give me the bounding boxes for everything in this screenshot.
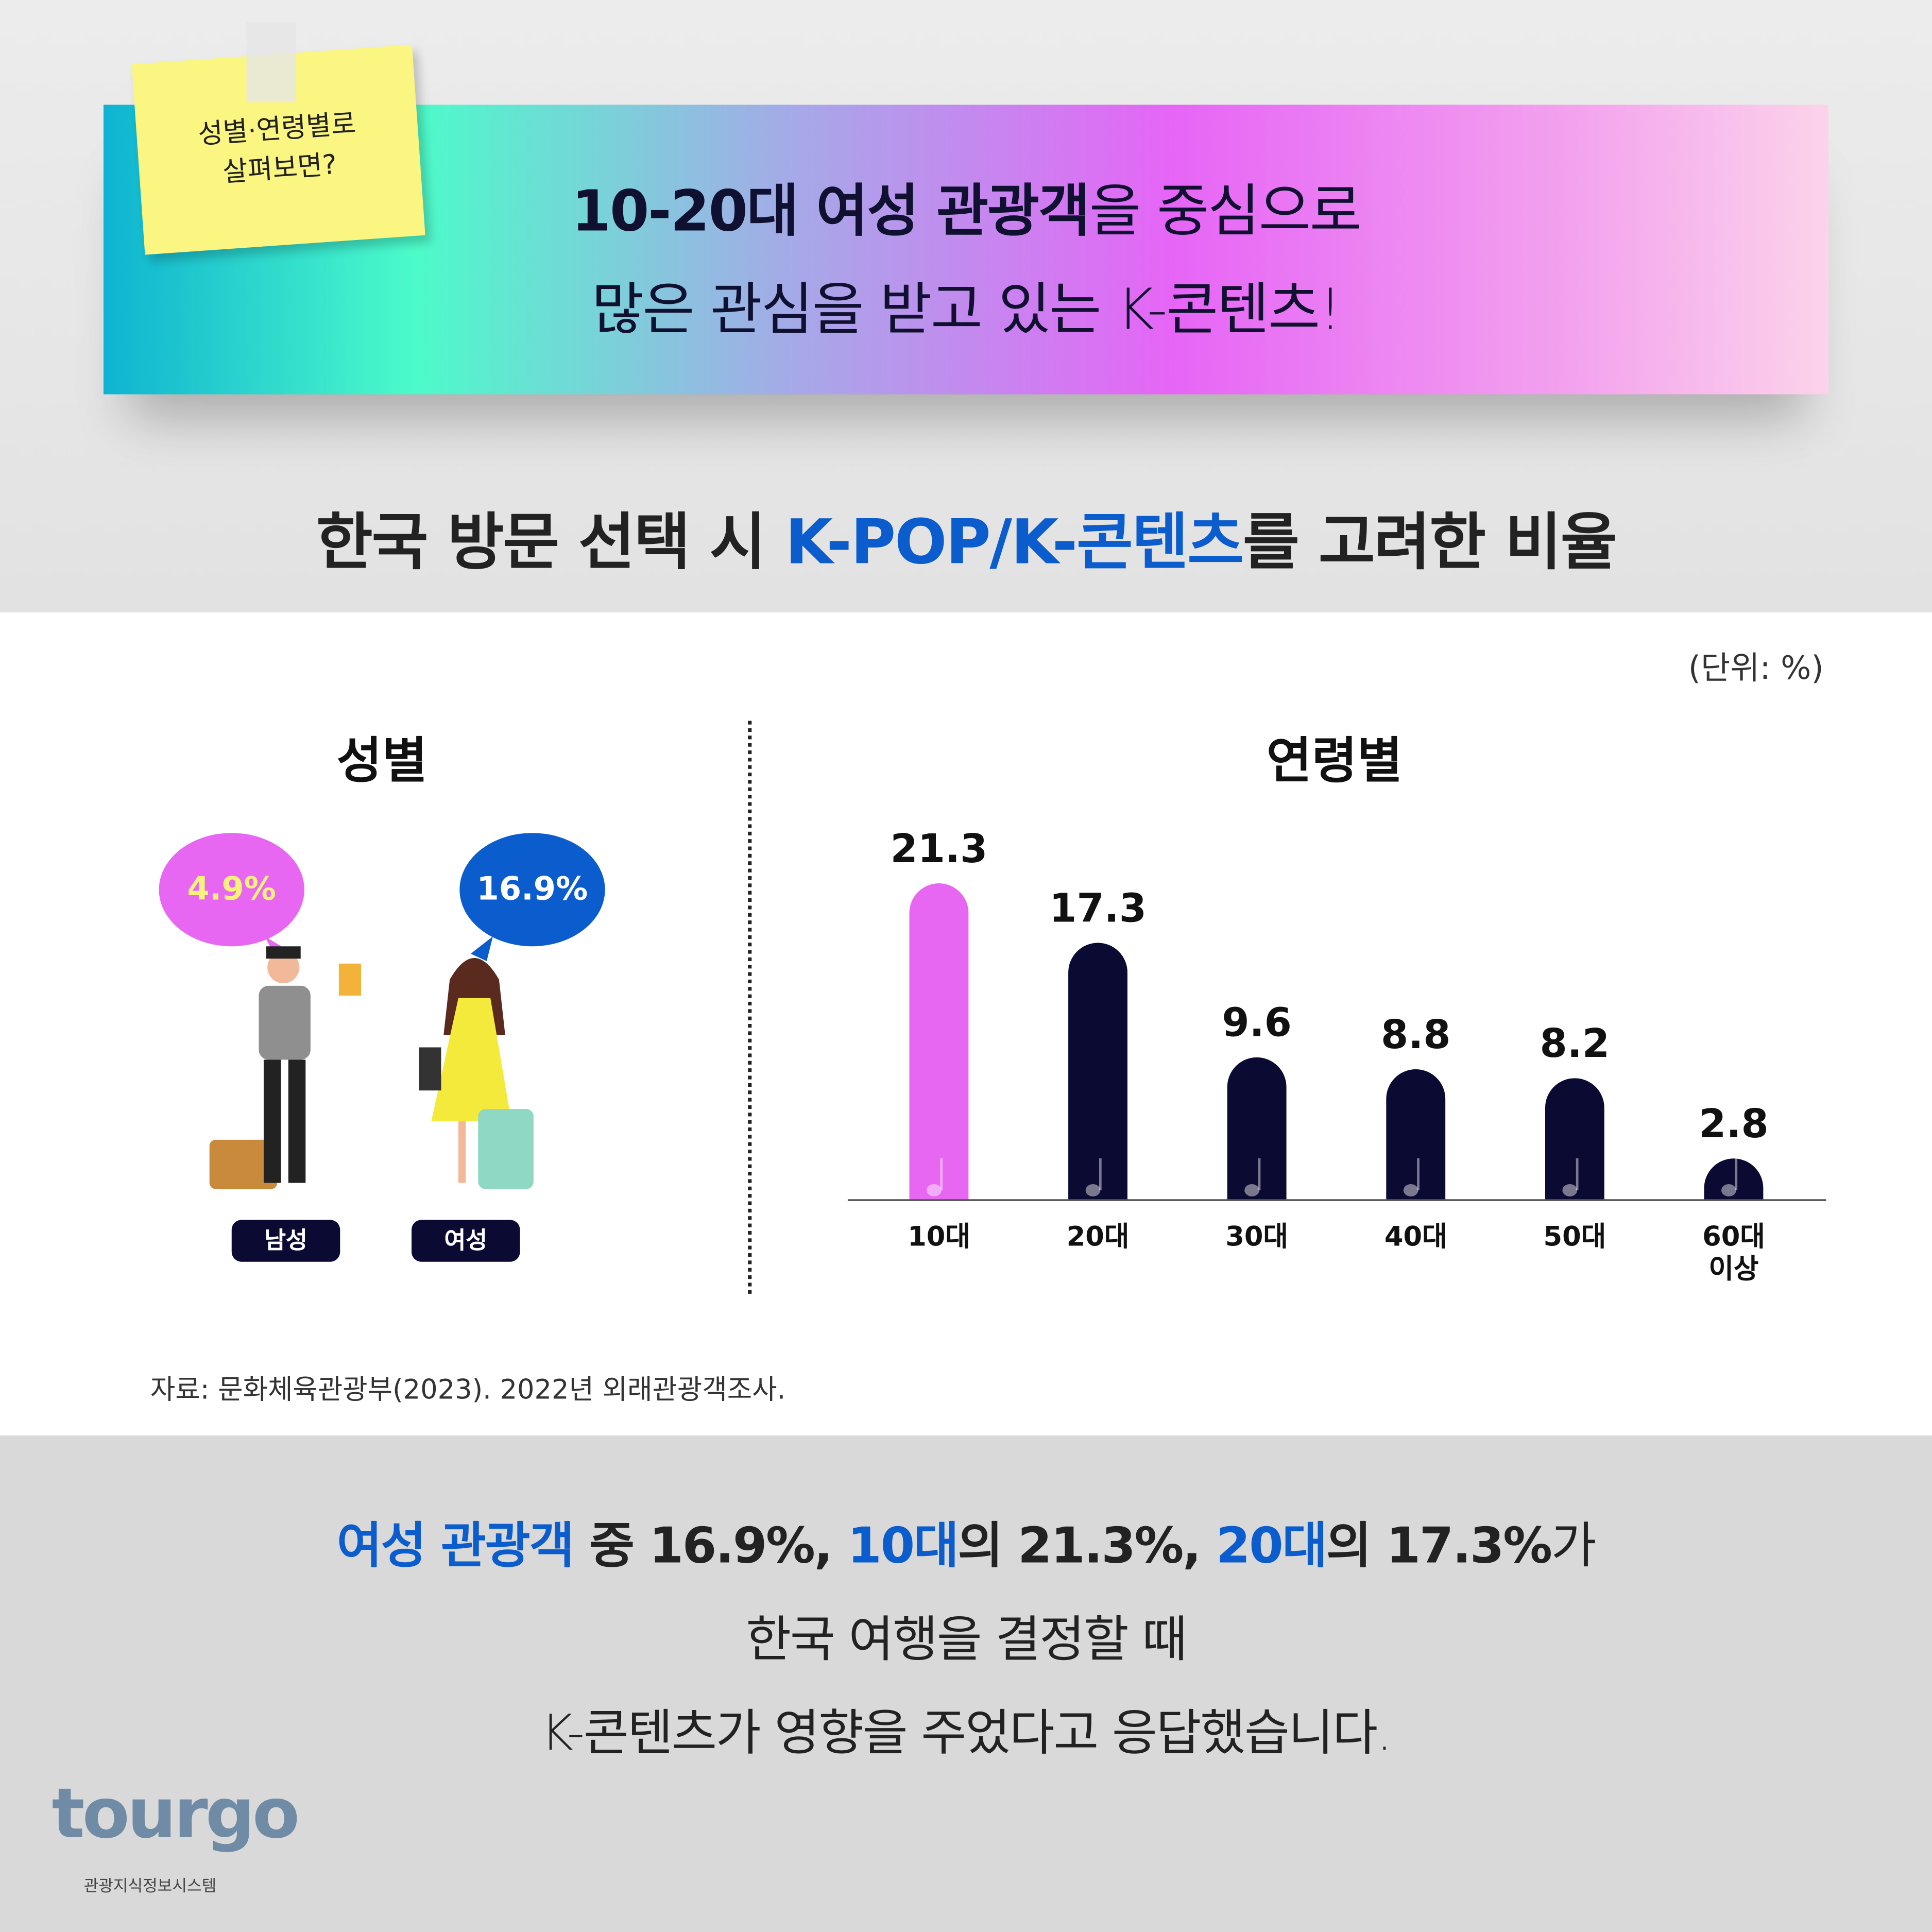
x-tick-label: 20대 — [1066, 1222, 1130, 1253]
note-icon — [1085, 1184, 1101, 1196]
text-run: 20대 — [1216, 1518, 1327, 1575]
text-run: 의 17.3% — [1326, 1518, 1552, 1575]
summary-line: 한국 여행을 결정할 때 — [0, 1599, 1932, 1671]
travelers-illustration — [209, 936, 534, 1189]
bubble: 16.9% — [459, 833, 605, 947]
text-run: 한국 방문 선택 시 — [316, 506, 785, 578]
bar — [1227, 1057, 1287, 1201]
x-tick-label: 60대 이상 — [1702, 1222, 1765, 1286]
source: 자료: 문화체육관광부(2023). 2022년 외래관광객조사. — [150, 1375, 786, 1406]
bar — [1068, 943, 1127, 1201]
x-tick-label: 10대 — [908, 1222, 970, 1253]
text-run: K-POP/K-콘텐츠 — [785, 506, 1244, 578]
text-run: 의 21.3%, — [958, 1518, 1216, 1575]
x-tick-label: 50대 — [1543, 1222, 1606, 1253]
logo-caption: 관광지식정보시스템 — [83, 1877, 217, 1896]
x-tick-label: 40대 — [1384, 1222, 1447, 1253]
note-icon — [1244, 1184, 1259, 1196]
main-title: 한국 방문 선택 시 K-POP/K-콘텐츠를 고려한 비율 — [0, 493, 1932, 582]
text-run: 가 — [1551, 1518, 1597, 1575]
text-run: 10-20대 여성 관광객 — [571, 177, 1090, 244]
gender-label: 남성 — [231, 1220, 340, 1262]
text-run: 여성 관광객 — [336, 1518, 575, 1575]
text-run: 한국 여행을 결정할 때 — [746, 1612, 1187, 1669]
banner-line: 많은 관심을 받고 있는 K-콘텐츠! — [591, 276, 1342, 343]
gender-label: 여성 — [412, 1220, 520, 1262]
value-label: 8.2 — [1540, 1021, 1610, 1067]
text-run: K-콘텐츠가 영향을 주었다고 응답했습니다. — [541, 1705, 1392, 1762]
note-icon — [1403, 1184, 1418, 1196]
note-icon — [927, 1184, 942, 1196]
bar — [909, 883, 969, 1201]
bubble: 4.9% — [159, 833, 304, 947]
summary-line: K-콘텐츠가 영향을 주었다고 응답했습니다. — [0, 1693, 1932, 1765]
value-label: 8.8 — [1381, 1012, 1451, 1058]
text-run: 을 중심으로 — [1089, 177, 1362, 244]
note-icon — [1721, 1184, 1736, 1196]
value-label: 9.6 — [1222, 1000, 1292, 1046]
bar — [1704, 1158, 1764, 1201]
x-tick-label: 30대 — [1225, 1222, 1288, 1253]
bar — [1545, 1078, 1604, 1201]
summary-line: 여성 관광객 중 16.9%, 10대의 21.3%, 20대의 17.3%가 — [0, 1506, 1932, 1577]
value-label: 2.8 — [1699, 1101, 1769, 1147]
divider — [748, 721, 752, 1294]
tape — [246, 22, 296, 102]
text-run: 를 고려한 비율 — [1242, 506, 1617, 578]
chart-title: 연령별 — [1266, 733, 1403, 790]
banner-line: 10-20대 여성 관광객을 중심으로 — [370, 166, 1563, 248]
unit: (단위: %) — [1688, 651, 1824, 688]
value-label: 17.3 — [1049, 885, 1147, 931]
note-icon — [1562, 1184, 1578, 1196]
logo: tourgo — [52, 1774, 300, 1855]
bar — [1386, 1069, 1446, 1201]
gender-title: 성별 — [336, 733, 428, 790]
summary-area — [0, 1435, 1932, 1932]
text-run: 중 16.9%, — [573, 1518, 848, 1575]
value-label: 21.3 — [890, 826, 987, 872]
text-run: 10대 — [847, 1518, 959, 1575]
